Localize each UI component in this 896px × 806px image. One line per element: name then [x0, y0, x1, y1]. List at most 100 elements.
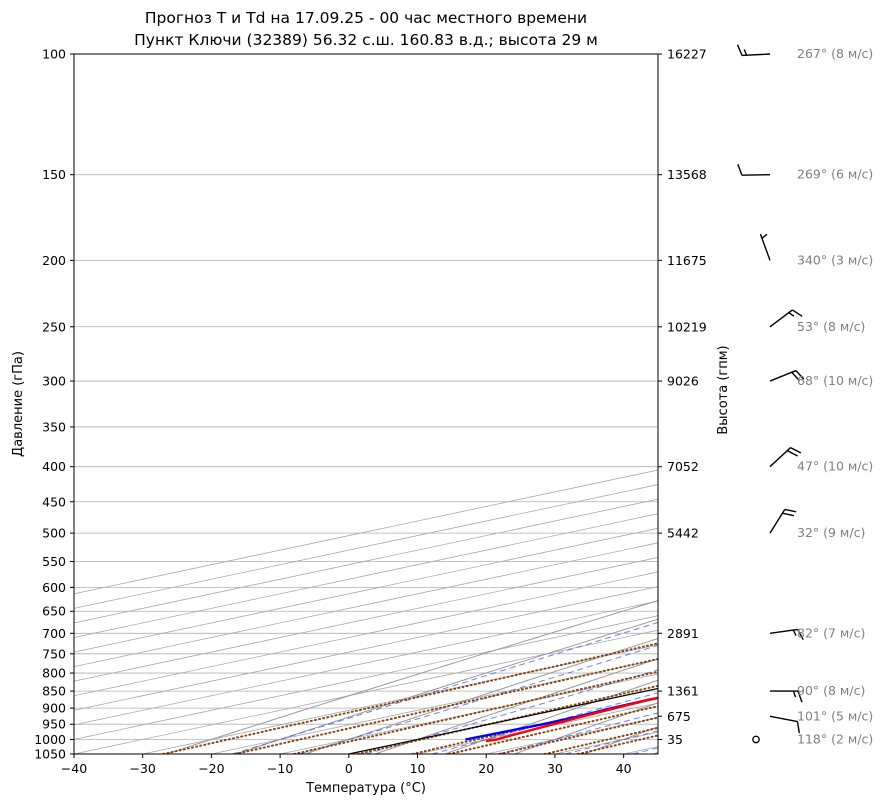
- height-tick-label: 5442: [667, 526, 699, 541]
- wind-barb-flag: [737, 164, 743, 176]
- pressure-tick-label: 550: [42, 554, 66, 569]
- isotherm-line: [74, 629, 658, 754]
- isotherm-line: [74, 586, 658, 711]
- dry-adiabat: [166, 600, 658, 754]
- wind-barb: 47° (10 м/с): [769, 446, 873, 474]
- isotherm-line: [74, 615, 658, 740]
- wind-barb-label: 32° (9 м/с): [797, 525, 865, 540]
- x-tick-label: −30: [130, 761, 156, 776]
- x-tick-label: −40: [61, 761, 87, 776]
- x-tick-label: 30: [547, 761, 563, 776]
- wind-barb-half-flag: [761, 233, 768, 239]
- wind-barb-flag: [736, 44, 743, 56]
- pressure-tick-label: 1000: [34, 732, 66, 747]
- wind-barb-label: 47° (10 м/с): [797, 459, 873, 474]
- pressure-tick-label: 750: [42, 646, 66, 661]
- wind-barb-label: 82° (7 м/с): [797, 625, 865, 640]
- height-tick-label: 1361: [667, 684, 699, 699]
- x-axis-label: Температура (°C): [305, 781, 426, 796]
- wind-barb: 101° (5 м/с): [769, 708, 873, 734]
- wind-barb-label: 101° (5 м/с): [797, 708, 873, 723]
- wind-barb-flag: [784, 508, 797, 513]
- isotherm-line: [74, 542, 658, 668]
- height-tick-label: 35: [667, 732, 683, 747]
- chart-title-line1: Прогноз T и Td на 17.09.25 - 00 час мест…: [145, 9, 587, 27]
- wind-barb-shaft: [769, 715, 798, 723]
- pressure-tick-label: 800: [42, 666, 66, 681]
- wind-barbs: 267° (8 м/с) 269° (6 м/с) 340° (3 м/с) 53° …: [736, 44, 873, 746]
- mixing-ratio-line: [293, 670, 658, 754]
- mixing-ratio-line: [498, 716, 658, 754]
- wind-barb-flag: [795, 370, 805, 380]
- isotherm-line: [74, 600, 658, 726]
- pressure-tick-label: 650: [42, 604, 66, 619]
- dry-adiabat: [375, 658, 658, 754]
- height-tick-label: 7052: [667, 459, 699, 474]
- wind-barb-flag: [796, 721, 801, 734]
- wind-barb: 68° (10 м/с): [769, 369, 873, 388]
- dry-adiabat: [514, 702, 658, 754]
- wind-barb: 340° (3 м/с): [759, 233, 873, 267]
- wind-barb-shaft: [769, 309, 793, 328]
- x-tick-label: −20: [198, 761, 224, 776]
- wind-barb-shaft: [769, 509, 786, 534]
- wind-barb-label: 340° (3 м/с): [797, 252, 873, 267]
- wind-barb: 32° (9 м/с): [769, 508, 865, 540]
- wind-barb-shaft: [769, 628, 798, 634]
- pressure-tick-label: 600: [42, 580, 66, 595]
- pressure-tick-label: 950: [42, 717, 66, 732]
- pressure-tick-label: 1050: [34, 747, 66, 762]
- mixing-ratio-line: [234, 657, 658, 754]
- pressure-tick-label: 350: [42, 419, 66, 434]
- mixing-ratio-line: [543, 726, 658, 754]
- wind-barb-shaft: [769, 447, 791, 468]
- height-tick-label: 675: [667, 709, 691, 724]
- wind-barb-flag: [791, 371, 801, 382]
- wind-barb-label: 118° (2 м/с): [797, 731, 873, 746]
- wind-barb-label: 68° (10 м/с): [797, 373, 873, 388]
- isotherm-line: [74, 527, 658, 653]
- wind-barb-flag: [786, 450, 798, 457]
- wind-barb-half-flag: [788, 312, 795, 317]
- wind-barb: 118° (2 м/с): [752, 731, 873, 746]
- pressure-tick-label: 400: [42, 459, 66, 474]
- wind-barb-flag: [782, 512, 795, 517]
- isotherm-line: [74, 571, 658, 697]
- pressure-tick-label: 100: [42, 47, 66, 62]
- height-tick-label: 10219: [667, 319, 707, 334]
- wind-barb: 53° (8 м/с): [769, 309, 865, 334]
- wind-barb-flag: [790, 446, 802, 454]
- pressure-tick-label: 850: [42, 684, 66, 699]
- pressure-tick-label: 150: [42, 167, 66, 182]
- isotherm-line: [74, 513, 658, 638]
- x-tick-label: 40: [616, 761, 632, 776]
- pressure-tick-label: 300: [42, 374, 66, 389]
- wind-barb-half-flag: [792, 690, 797, 698]
- wind-barb-label: 269° (6 м/с): [797, 167, 873, 182]
- pressure-tick-label: 700: [42, 626, 66, 641]
- pressure-tick-label: 200: [42, 253, 66, 268]
- wind-barb-shaft: [759, 233, 771, 261]
- x-tick-label: 0: [345, 761, 353, 776]
- pressure-tick-label: 250: [42, 319, 66, 334]
- height-tick-label: 13568: [667, 167, 707, 182]
- pressure-tick-label: 900: [42, 701, 66, 716]
- axes: −40 −30 −20 −10 0 10 20 30 40 100 150 200 250 300 350 4…: [34, 47, 707, 777]
- mixing-ratio-line: [162, 642, 658, 754]
- wind-barb-label: 90° (8 м/с): [797, 683, 865, 698]
- x-tick-label: 10: [410, 761, 426, 776]
- pressure-tick-label: 450: [42, 494, 66, 509]
- height-tick-label: 11675: [667, 253, 707, 268]
- wind-barb-label: 267° (8 м/с): [797, 46, 873, 61]
- isotherm-line: [74, 556, 658, 682]
- wind-barb: 90° (8 м/с): [770, 683, 865, 703]
- grid-lines: [74, 54, 658, 754]
- chart-title-line2: Пункт Ключи (32389) 56.32 с.ш. 160.83 в.…: [134, 31, 598, 49]
- height-tick-label: 16227: [667, 47, 707, 62]
- wind-barb-calm: [752, 735, 760, 744]
- height-axis-label: Высота (гпм): [716, 345, 731, 434]
- wind-barb: 82° (7 м/с): [769, 625, 865, 640]
- height-tick-label: 2891: [667, 626, 699, 641]
